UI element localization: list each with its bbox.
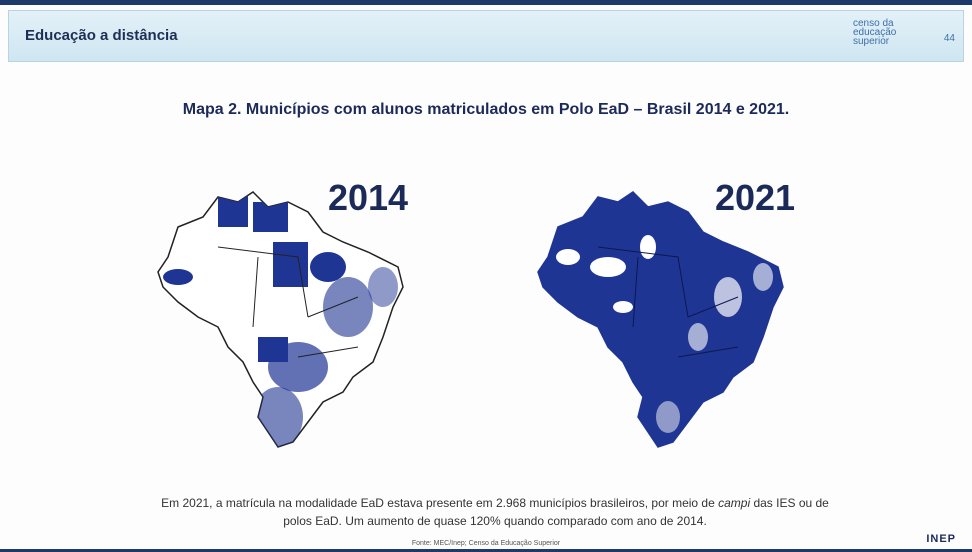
maps: 2014 2021 bbox=[157, 177, 795, 448]
slide-title: Mapa 2. Municípios com alunos matriculad… bbox=[182, 101, 790, 118]
map-label: 2014 bbox=[328, 177, 408, 218]
map-2021 bbox=[537, 191, 784, 448]
description: Em 2021, a matrícula na modalidade EaD e… bbox=[150, 494, 840, 530]
map-2014 bbox=[157, 191, 404, 448]
logo: censo da educação superior bbox=[853, 18, 897, 47]
header: Educação a distância censo da educação s… bbox=[8, 10, 964, 62]
page-number: 44 bbox=[943, 33, 955, 44]
header-title: Educação a distância bbox=[25, 27, 178, 44]
text-italic: campi bbox=[718, 496, 751, 510]
text: das IES ou de polos EaD. Um aumento de q… bbox=[283, 496, 829, 528]
map-label: 2021 bbox=[715, 177, 795, 218]
text: Em 2021, a matrícula na modalidade EaD e… bbox=[161, 496, 719, 510]
footer-logo: INEP bbox=[926, 533, 956, 545]
source: Fonte: MEC/Inep; Censo da Educação Super… bbox=[411, 540, 561, 547]
